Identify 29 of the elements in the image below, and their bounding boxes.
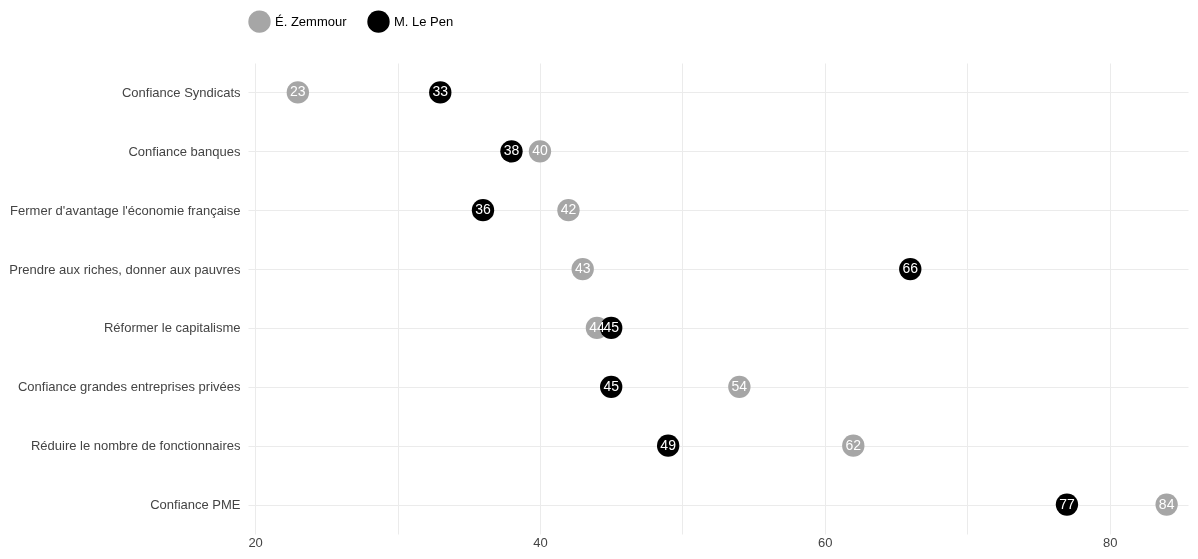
y-tick-label: Réduire le nombre de fonctionnaires — [30, 438, 241, 454]
data-label: 49 — [660, 436, 677, 453]
x-tick-label: 80 — [1102, 534, 1118, 550]
y-tick-label: Confiance grandes entreprises privées — [17, 379, 241, 395]
legend-label: É. Zemmour — [275, 13, 348, 29]
y-tick-label: Fermer d'avantage l'économie française — [10, 202, 241, 218]
data-label: 23 — [290, 83, 306, 100]
data-label: 45 — [603, 377, 620, 394]
x-tick-label: 20 — [248, 534, 263, 550]
x-tick-label: 60 — [818, 534, 833, 550]
data-label: 54 — [731, 377, 748, 394]
data-label: 45 — [603, 318, 620, 335]
y-tick-label: Confiance Syndicats — [121, 84, 241, 100]
y-tick-label: Prendre aux riches, donner aux pauvres — [9, 261, 241, 277]
data-label: 84 — [1158, 495, 1175, 512]
data-label: 77 — [1059, 495, 1075, 512]
data-label: 33 — [432, 83, 449, 100]
data-label: 40 — [532, 142, 548, 159]
data-label: 62 — [845, 436, 862, 453]
y-tick-label: Confiance PME — [150, 497, 241, 513]
data-label: 38 — [503, 142, 520, 159]
data-label: 42 — [560, 201, 577, 218]
data-label: 43 — [574, 260, 591, 277]
legend-label: M. Le Pen — [394, 13, 454, 29]
data-label: 36 — [475, 201, 491, 218]
y-tick-label: Confiance banques — [128, 143, 241, 159]
x-tick-label: 40 — [533, 534, 548, 550]
data-label: 66 — [902, 260, 919, 277]
y-tick-label: Réformer le capitalisme — [103, 320, 241, 336]
